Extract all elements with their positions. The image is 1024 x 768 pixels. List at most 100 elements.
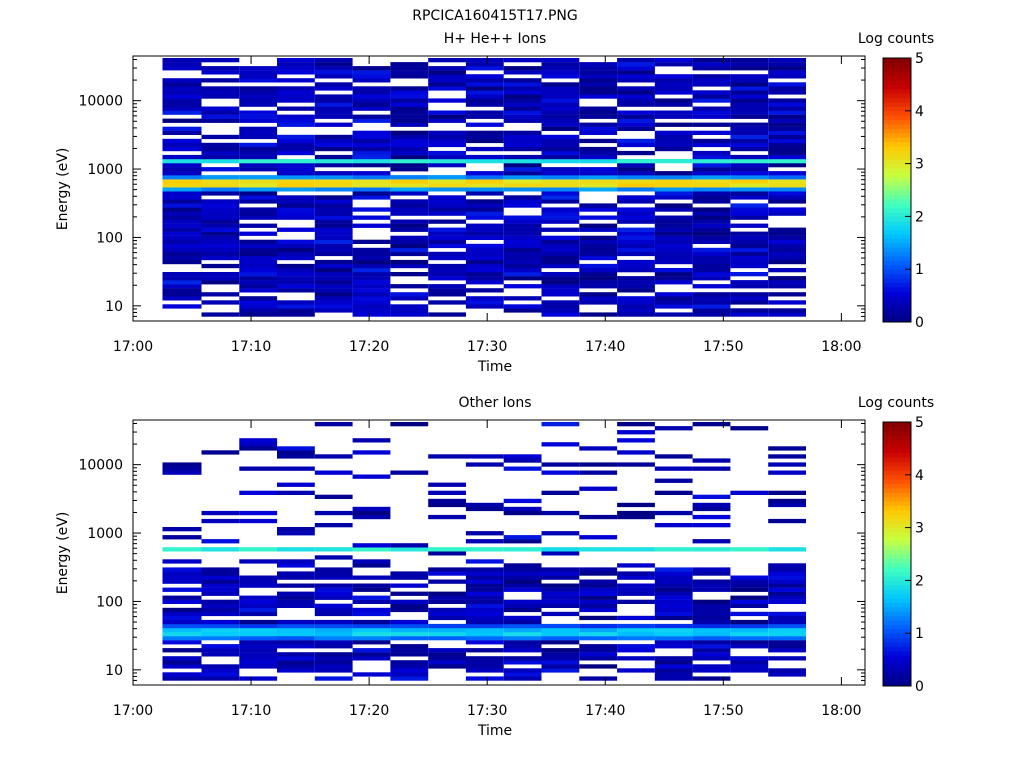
heatmap-cell (314, 422, 353, 427)
heatmap-cell (239, 490, 278, 495)
heatmap-cell (352, 656, 391, 661)
heatmap-cell (162, 304, 202, 309)
heatmap-cell (654, 292, 693, 297)
heatmap-cell (352, 632, 391, 637)
heatmap-cell (503, 175, 542, 180)
heatmap-cell (352, 450, 391, 455)
heatmap-cell (503, 235, 542, 240)
heatmap-cell (692, 292, 731, 297)
heatmap-cell (162, 255, 202, 261)
heatmap-cell (277, 247, 315, 253)
heatmap-cell (692, 154, 731, 160)
heatmap-cell (239, 599, 278, 604)
heatmap-cell (162, 656, 202, 661)
heatmap-cell (314, 58, 353, 63)
heatmap-cell (428, 203, 466, 208)
heatmap-cell (730, 171, 769, 176)
heatmap-cell (465, 114, 504, 119)
heatmap-cell (314, 603, 353, 608)
heatmap-cell (768, 292, 806, 297)
heatmap-cell (654, 227, 693, 232)
heatmap-cell (314, 102, 353, 107)
heatmap-cell (277, 66, 315, 71)
heatmap-cell (692, 514, 731, 520)
heatmap-cell (465, 636, 504, 641)
heatmap-cell (692, 640, 731, 645)
heatmap-cell (617, 280, 655, 285)
heatmap-cell (314, 171, 353, 176)
heatmap-cell (768, 207, 806, 212)
colorbar-tick-label: 0 (915, 315, 924, 331)
heatmap-cell (277, 78, 315, 83)
heatmap-cell (617, 231, 655, 236)
heatmap-cell (162, 126, 202, 131)
heatmap-cell (503, 118, 542, 123)
heatmap-cell (617, 62, 655, 67)
heatmap-cell (201, 118, 240, 123)
heatmap-cell (239, 300, 278, 305)
heatmap-cell (428, 660, 466, 665)
heatmap-cell (239, 159, 278, 164)
heatmap-cell (541, 219, 580, 224)
heatmap-cell (239, 211, 278, 216)
heatmap-cell (352, 191, 391, 196)
colorbar-segment (883, 439, 911, 445)
heatmap-cell (428, 98, 466, 103)
heatmap-cell (541, 98, 580, 103)
heatmap-cell (428, 58, 466, 63)
heatmap-cell (654, 134, 693, 140)
heatmap-cell (277, 138, 315, 144)
colorbar-segment (883, 251, 911, 257)
heatmap-cell (162, 179, 202, 184)
heatmap-cell (617, 450, 655, 455)
heatmap-cell (503, 547, 542, 552)
heatmap-cell (428, 292, 466, 297)
heatmap-cell (277, 619, 315, 625)
heatmap-cell (390, 86, 429, 91)
heatmap-cell (768, 276, 806, 281)
x-tick-label: 17:10 (231, 339, 271, 355)
heatmap-cell (465, 154, 504, 160)
heatmap-cell (617, 98, 655, 103)
heatmap-cell (277, 118, 315, 123)
colorbar-segment (883, 115, 911, 121)
heatmap-cell (314, 619, 353, 625)
heatmap-cell (654, 640, 693, 645)
heatmap-cell (314, 636, 353, 641)
heatmap-cell (541, 551, 580, 556)
heatmap-cell (541, 652, 580, 657)
heatmap-cell (503, 308, 542, 313)
colorbar-segment (883, 562, 911, 568)
heatmap-cell (654, 672, 693, 677)
heatmap-cell (390, 272, 429, 277)
heatmap-cell (390, 599, 429, 604)
heatmap-cell (428, 623, 466, 629)
colorbar-segment (883, 501, 911, 507)
heatmap-cell (730, 644, 769, 649)
heatmap-cell (162, 110, 202, 115)
colorbar-segment (883, 150, 911, 156)
heatmap-cell (503, 255, 542, 261)
heatmap-cell (692, 296, 731, 301)
heatmap-cell (428, 482, 466, 487)
heatmap-cell (541, 134, 580, 140)
colorbar-tick-label: 3 (915, 521, 924, 537)
colorbar-segment (883, 88, 911, 94)
heatmap-cell (314, 223, 353, 228)
heatmap-cell (503, 70, 542, 75)
heatmap-cell (730, 183, 769, 188)
heatmap-cell (314, 146, 353, 152)
heatmap-cell (503, 458, 542, 463)
heatmap-cell (314, 243, 353, 249)
colorbar-segment (883, 430, 911, 436)
heatmap-cell (352, 284, 391, 289)
heatmap-cell (503, 90, 542, 95)
heatmap-cell (428, 227, 466, 232)
heatmap-cell (617, 263, 655, 269)
heatmap-cell (503, 187, 542, 192)
heatmap-cell (390, 98, 429, 103)
heatmap-cell (465, 78, 504, 83)
colorbar-segment (883, 650, 911, 656)
heatmap-cell (768, 175, 806, 180)
heatmap-cell (617, 591, 655, 596)
